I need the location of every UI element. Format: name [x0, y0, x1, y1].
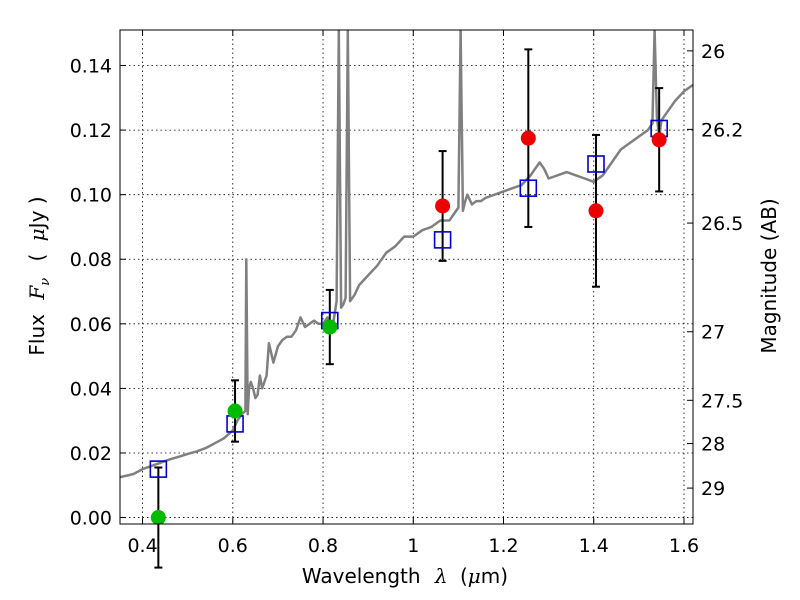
x-tick-label: 0.6: [218, 535, 248, 557]
y2-tick-label: 26.2: [701, 119, 743, 141]
y2-tick-label: 26.5: [701, 213, 743, 235]
y-axis-nu: ν: [38, 278, 53, 286]
observed-flux-point: [150, 510, 166, 524]
model-photometry-square: [149, 460, 168, 478]
model-photometry-square: [433, 231, 452, 249]
y2-tick-label: 27: [701, 322, 725, 344]
y-tick-label: 0.04: [70, 378, 112, 400]
y2-axis-title: Magnitude (AB): [757, 198, 781, 353]
y-tick-label: 0.14: [70, 56, 112, 78]
x-tick-label: 1: [407, 535, 419, 557]
y2-tick-label: 28: [701, 434, 725, 456]
observed-flux-point: [588, 203, 604, 219]
model-photometry-square: [587, 155, 605, 173]
y-tick-label: 0.00: [70, 508, 112, 530]
y-axis-unit-mu: μ: [25, 228, 49, 241]
errorbars: [154, 48, 664, 569]
y-tick-label: 0.02: [70, 443, 112, 465]
x-tick-label: 1.6: [669, 535, 699, 557]
y-tick-label: 0.06: [70, 314, 112, 336]
x-axis-title-text: Wavelength: [302, 564, 421, 588]
y2-tick-label: 29: [701, 478, 725, 500]
observed-flux-point: [651, 132, 667, 148]
spectrum-layer: [120, 30, 693, 479]
gridlines: [120, 30, 693, 524]
x-tick-label: 0.8: [308, 535, 338, 557]
spectrum-line: [120, 30, 693, 479]
model-photometry-square: [519, 179, 538, 198]
observed-flux-point: [227, 403, 243, 419]
x-axis-title: Wavelength λ (μm): [302, 564, 508, 588]
x-axis-unit-open: (: [460, 564, 468, 588]
y-axis-title: Flux Fν ( μJy ): [25, 196, 54, 355]
x-tick-label: 1.4: [579, 535, 609, 557]
y-axis-F: F: [25, 285, 49, 301]
x-tick-label: 1.2: [488, 535, 518, 557]
x-axis-unit-mu: μ: [468, 564, 481, 588]
observed-flux-point: [520, 130, 536, 146]
y2-tick-label: 26: [701, 41, 725, 63]
observed-flux-point: [435, 198, 451, 214]
y-axis-unit-open: (: [25, 254, 49, 262]
y-tick-label: 0.08: [70, 249, 112, 271]
x-axis-lambda: λ: [434, 564, 448, 588]
markers: [149, 119, 668, 524]
observed-flux-point: [322, 319, 338, 335]
y-tick-label: 0.10: [70, 185, 112, 207]
x-axis-unit-rest: m): [481, 564, 508, 588]
y2-tick-label: 27.5: [701, 390, 743, 412]
x-tick-label: 0.4: [127, 535, 157, 557]
y-axis-unit-rest: Jy ): [25, 196, 49, 230]
ticks: 0.4 0.6 0.8 1 1.2 1.4 1.6 0.00 0.02 0.04 0.06 0.08 0…: [70, 30, 743, 557]
y-tick-label: 0.12: [70, 120, 112, 142]
y-axis-title-text: Flux: [25, 314, 49, 356]
plot-frame: [119, 29, 694, 525]
